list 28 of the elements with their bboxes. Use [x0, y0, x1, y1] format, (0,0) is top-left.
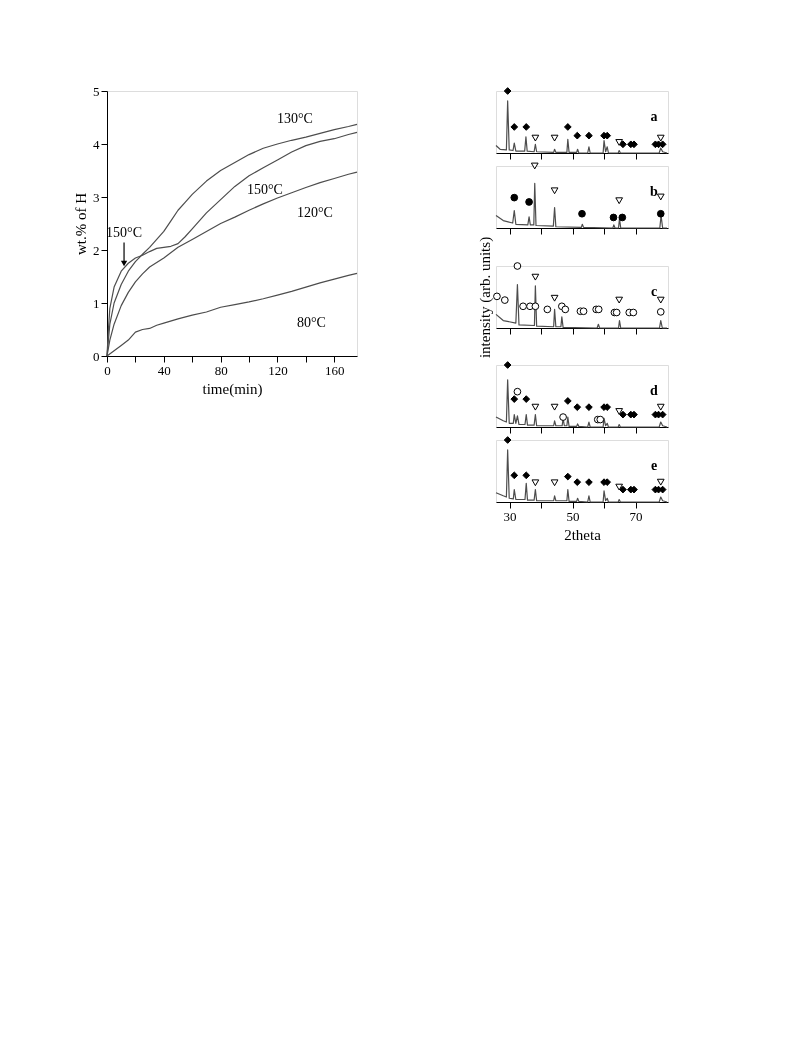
x-tick-label: 160 [325, 362, 345, 378]
x-tick-label: 30 [503, 508, 517, 524]
series-label: 120°C [297, 205, 333, 220]
x-axis-title: time(min) [202, 380, 263, 398]
y-tick-label: 3 [93, 189, 100, 205]
annotation: a [650, 109, 658, 125]
x-tick-label: 70 [629, 508, 643, 524]
y-axis-title: intensity (arb. units) [476, 236, 494, 359]
x-tick-label: 80 [214, 362, 228, 378]
annotation: b [650, 184, 659, 200]
x-axis-title: 2theta [564, 526, 602, 543]
x-tick-label: 120 [268, 362, 288, 378]
x-tick-label: 0 [104, 362, 111, 378]
series-label: 130°C [277, 111, 313, 126]
y-tick-label: 5 [93, 83, 100, 99]
y-tick-label: 4 [93, 136, 100, 152]
x-tick-label: 40 [157, 362, 171, 378]
annotation: c [650, 284, 658, 300]
annotation: d [650, 383, 659, 399]
series-label: 150°C [247, 182, 283, 197]
y-tick-label: 2 [93, 242, 100, 258]
y-tick-label: 0 [93, 348, 100, 364]
annotation: e [650, 458, 658, 474]
y-tick-label: 1 [93, 295, 100, 311]
x-tick-label: 50 [566, 508, 580, 524]
y-axis-title: wt.% of H [73, 192, 89, 256]
series-label: 80°C [297, 315, 326, 330]
annotation: 150°C [106, 224, 143, 240]
